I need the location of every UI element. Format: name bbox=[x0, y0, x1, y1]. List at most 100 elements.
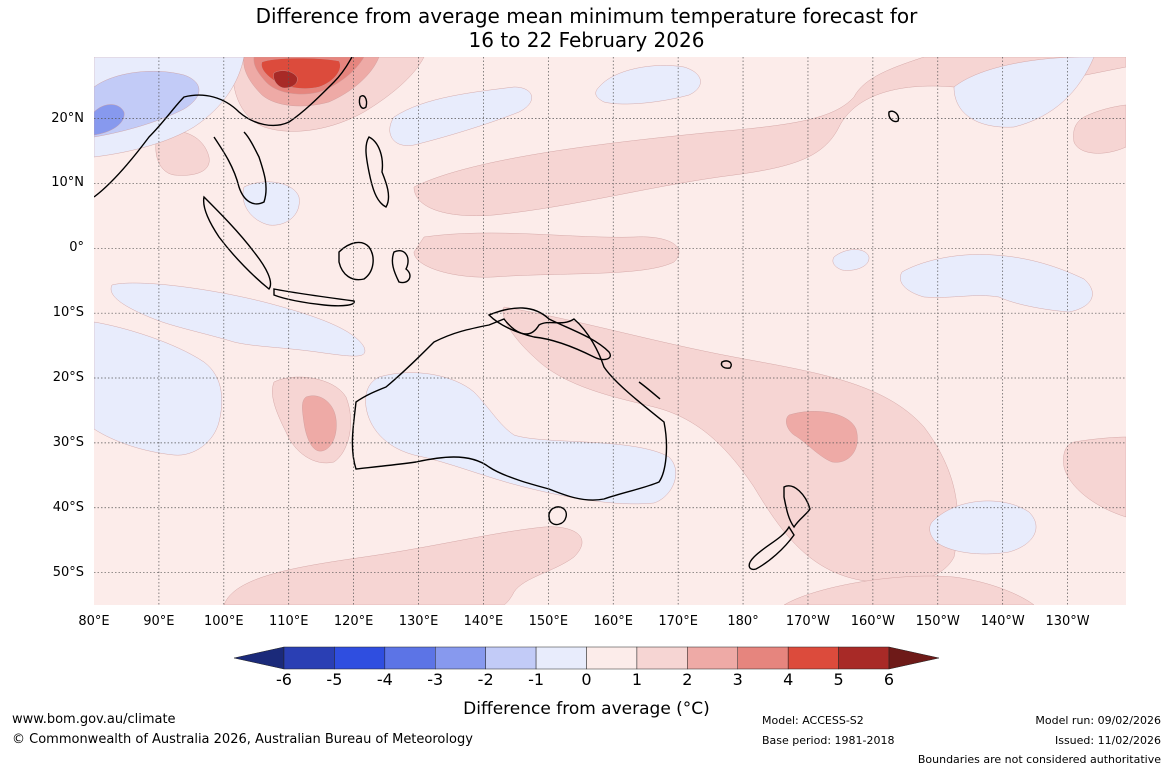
colorbar-band bbox=[687, 646, 739, 670]
lon-label: 180° bbox=[727, 614, 759, 629]
region-pos1-equatorial-pacific bbox=[413, 232, 680, 278]
lon-label: 100°E bbox=[204, 614, 244, 629]
coastline-australia bbox=[351, 318, 668, 501]
lon-label: 150°W bbox=[915, 614, 960, 629]
footer-website: www.bom.gov.au/climate bbox=[12, 712, 176, 727]
colorbar-band bbox=[586, 646, 638, 670]
lat-label: 20°N bbox=[51, 110, 84, 126]
coastline-borneo bbox=[338, 241, 374, 281]
coastline-new-zealand-north bbox=[783, 485, 811, 529]
region-pos5-china bbox=[273, 70, 298, 89]
colorbar-band bbox=[384, 646, 436, 670]
colorbar-band bbox=[234, 646, 285, 670]
coastline-sumatra bbox=[202, 195, 272, 291]
lon-label: 110°E bbox=[268, 614, 309, 629]
map-title-line-1: Difference from average mean minimum tem… bbox=[255, 4, 918, 28]
map-title-line-2: 16 to 22 February 2026 bbox=[468, 28, 705, 52]
coastlines bbox=[94, 57, 900, 571]
lon-label: 90°E bbox=[143, 614, 175, 629]
colorbar-tick-label: 3 bbox=[732, 670, 743, 689]
colorbar-band bbox=[888, 646, 939, 670]
region-neg1-inland-australia bbox=[365, 372, 676, 505]
region-neg1-north-pacific-east bbox=[953, 57, 1095, 128]
colorbar-band bbox=[636, 646, 688, 670]
colorbar-tick-label: -5 bbox=[326, 670, 343, 689]
colorbar-band bbox=[737, 646, 789, 670]
region-pos2-south-pacific bbox=[786, 411, 858, 463]
colorbar-band bbox=[283, 646, 335, 670]
coastline-sulawesi bbox=[391, 250, 411, 284]
coastline-fiji bbox=[720, 360, 732, 369]
lat-label: 40°S bbox=[52, 499, 84, 515]
colorbar-tick-label: 1 bbox=[631, 670, 642, 689]
colorbar-tick-label: -1 bbox=[528, 670, 545, 689]
footer-copyright: © Commonwealth of Australia 2026, Austra… bbox=[12, 732, 473, 747]
lat-label: 20°S bbox=[52, 370, 84, 386]
colorbar-band bbox=[485, 646, 537, 670]
coastline-java bbox=[273, 288, 355, 307]
colorbar bbox=[234, 646, 939, 670]
colorbar-tick-label: -4 bbox=[376, 670, 393, 689]
colorbar-band bbox=[334, 646, 386, 670]
colorbar-tick-label: -2 bbox=[477, 670, 494, 689]
region-pos2-west-australia bbox=[302, 395, 337, 452]
lon-label: 130°W bbox=[1045, 614, 1090, 629]
region-pos1-southern-ocean-east bbox=[783, 575, 1035, 605]
colorbar-label: Difference from average (°C) bbox=[463, 699, 710, 719]
region-pos1-northeast-pacific bbox=[1073, 104, 1126, 154]
colorbar-tick-label: 5 bbox=[833, 670, 844, 689]
coastline-taiwan bbox=[358, 95, 368, 109]
lat-label: 50°S bbox=[52, 564, 84, 580]
footer-base-period: Base period: 1981-2018 bbox=[762, 734, 895, 747]
anomaly-contours bbox=[94, 57, 1126, 605]
coastline-new-zealand-south bbox=[748, 525, 795, 571]
coastline-new-guinea bbox=[487, 307, 611, 361]
colorbar-band bbox=[787, 646, 839, 670]
region-neg3-himalaya bbox=[94, 104, 125, 136]
footer-model-run: Model run: 09/02/2026 bbox=[1035, 714, 1161, 727]
lat-label: 30°S bbox=[52, 434, 84, 450]
coastline-asia-mainland bbox=[94, 57, 353, 198]
colorbar-tick-label: 2 bbox=[682, 670, 693, 689]
region-neg1-south-pacific-east bbox=[900, 254, 1093, 313]
region-pos1-east-pacific bbox=[1063, 436, 1126, 518]
lon-label: 80°E bbox=[78, 614, 110, 629]
forecast-map bbox=[94, 57, 1126, 605]
region-pos1-south-china-sea bbox=[155, 130, 210, 176]
lon-label: 120°E bbox=[333, 614, 374, 629]
region-neg1-pacific-east bbox=[832, 249, 870, 271]
lon-label: 160°W bbox=[850, 614, 895, 629]
graticule bbox=[94, 57, 1126, 605]
colorbar-tick-label: 6 bbox=[883, 670, 895, 689]
coastline-hawaii bbox=[888, 110, 900, 123]
lon-label: 140°E bbox=[463, 614, 504, 629]
region-neg1-southern-indian-ocean bbox=[94, 321, 222, 456]
lon-label: 150°E bbox=[528, 614, 569, 629]
footer-model: Model: ACCESS-S2 bbox=[762, 714, 864, 727]
lat-label: 10°N bbox=[51, 175, 84, 191]
lon-label: 130°E bbox=[398, 614, 439, 629]
colorbar-tick-label: -6 bbox=[276, 670, 292, 689]
colorbar-band bbox=[535, 646, 587, 670]
coastline-new-caledonia bbox=[638, 381, 661, 400]
coastline-philippines bbox=[365, 136, 390, 208]
colorbar-tick-label: 4 bbox=[783, 670, 794, 689]
colorbar-tick-label: 0 bbox=[581, 670, 592, 689]
region-neg1-north-pacific-west bbox=[595, 65, 701, 105]
coastline-tasmania bbox=[548, 506, 567, 526]
lon-label: 170°W bbox=[785, 614, 831, 629]
colorbar-band bbox=[838, 646, 890, 670]
forecast-map-svg bbox=[94, 57, 1126, 605]
colorbar-tick-label: -3 bbox=[427, 670, 444, 689]
lon-label: 160°E bbox=[593, 614, 633, 629]
lat-label: 0° bbox=[69, 240, 84, 256]
colorbar-band bbox=[435, 646, 486, 670]
coastline-indochina bbox=[213, 131, 267, 205]
region-neg1-indian-ocean bbox=[110, 282, 366, 357]
region-neg1-philippine-sea bbox=[389, 86, 532, 146]
region-neg1-tasman-sea bbox=[929, 500, 1037, 555]
footer-issued: Issued: 11/02/2026 bbox=[1054, 734, 1161, 747]
lat-label: 10°S bbox=[52, 305, 84, 321]
map-title: Difference from average mean minimum tem… bbox=[0, 4, 1173, 52]
lon-label: 140°W bbox=[980, 614, 1025, 629]
